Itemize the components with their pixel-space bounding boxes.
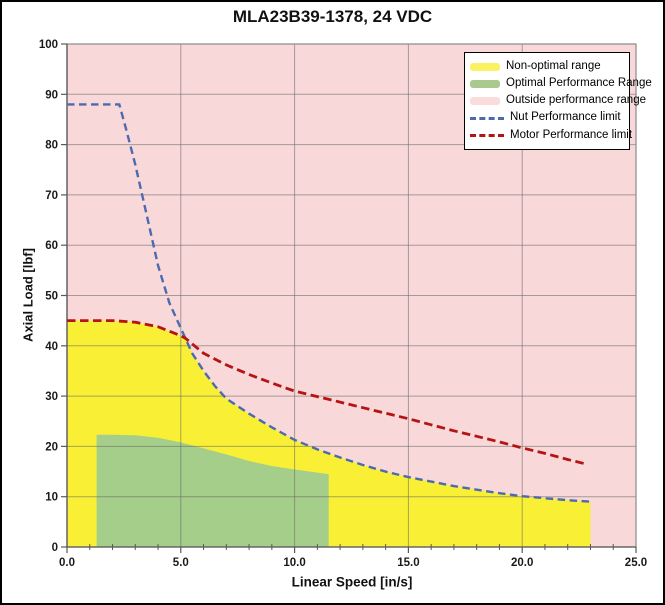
legend-area-swatch: [470, 96, 500, 105]
x-tick-label: 15.0: [397, 557, 419, 569]
legend-item-label: Non-optimal range: [506, 59, 601, 72]
y-tick-label: 30: [45, 391, 58, 403]
y-tick-label: 100: [39, 39, 58, 51]
legend-area-swatch: [470, 62, 500, 71]
y-tick-label: 70: [45, 190, 58, 202]
x-tick-label: 20.0: [511, 557, 533, 569]
chart-title: MLA23B39-1378, 24 VDC: [232, 7, 433, 26]
optimal-region: [96, 434, 329, 547]
y-tick-label: 60: [45, 240, 58, 252]
legend-item-5: Motor Performance limit: [470, 129, 632, 142]
legend: Non-optimal range Optimal Performance Ran…: [464, 52, 652, 150]
legend-item-2: Optimal Performance Range: [470, 78, 652, 90]
motor-performance-limit-line: [67, 319, 587, 466]
legend-dash-swatch: [470, 116, 504, 120]
y-tick-label: 80: [45, 140, 58, 152]
y-tick-label: 50: [45, 291, 58, 303]
y-tick-label: 0: [52, 542, 58, 554]
y-tick-label: 90: [45, 89, 58, 101]
legend-item-label: Motor Performance limit: [510, 128, 633, 141]
legend-item-1: Non-optimal range: [470, 59, 624, 73]
legend-item-label: Optimal Performance Range: [506, 77, 652, 90]
legend-item-label: Nut Performance limit: [510, 111, 621, 124]
legend-area-swatch: [470, 79, 500, 88]
legend-dash-swatch: [470, 133, 504, 137]
y-axis-title: Axial Load [lbf]: [20, 248, 36, 342]
legend-item-label: Outside performance range: [506, 94, 646, 107]
nut-performance-limit-line: [67, 103, 591, 503]
x-axis-title: Linear Speed [in/s]: [291, 574, 413, 590]
y-tick-label: 10: [45, 492, 58, 504]
y-tick-label: 40: [45, 341, 58, 353]
x-tick-label: 5.0: [173, 557, 189, 569]
y-tick-label: 20: [45, 441, 58, 453]
x-tick-label: 0.0: [59, 557, 75, 569]
legend-item-4: Nut Performance limit: [470, 112, 624, 124]
x-tick-label: 10.0: [283, 557, 305, 569]
legend-item-3: Outside performance range: [470, 95, 646, 107]
x-tick-label: 25.0: [625, 557, 647, 569]
